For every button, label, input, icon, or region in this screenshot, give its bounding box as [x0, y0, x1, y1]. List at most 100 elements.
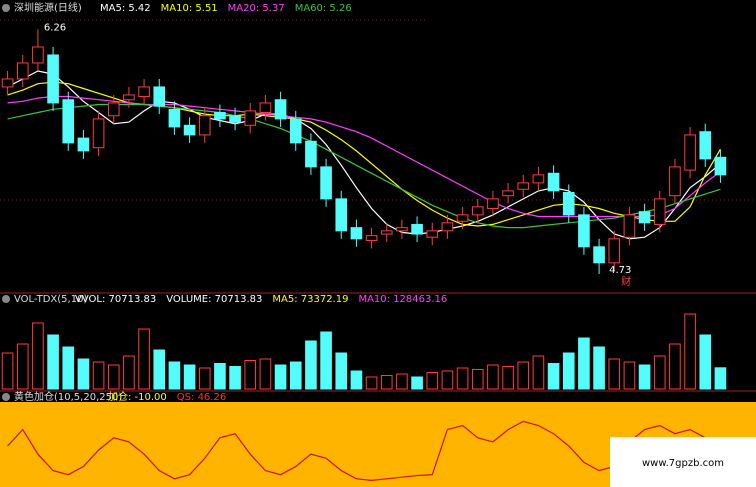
candle-body: [653, 198, 666, 225]
candle-body: [305, 140, 317, 168]
volume-bar: [426, 372, 439, 390]
candle-body: [623, 214, 636, 238]
candle-body: [562, 191, 575, 216]
watermark: www.7gpzb.com: [642, 458, 724, 469]
volume-bar: [47, 334, 59, 390]
volume-bar: [380, 375, 393, 390]
legend-entry: MA5: 5.42: [100, 3, 151, 14]
candle-body: [638, 211, 651, 224]
legend-entry: VOLUME: 70713.83: [166, 294, 262, 305]
legend-entry: MA60: 5.26: [295, 3, 352, 14]
volume-bar: [244, 360, 257, 390]
volume-bar: [289, 361, 302, 390]
candle-body: [153, 86, 166, 107]
volume-bar: [92, 361, 105, 390]
candle-body: [92, 118, 105, 149]
candle-body: [669, 166, 681, 197]
candle-body: [214, 112, 226, 120]
candle-body: [77, 137, 90, 152]
volume-bar: [168, 361, 181, 390]
volume-bar: [593, 346, 605, 390]
candle-body: [714, 156, 727, 176]
volume-bar: [305, 340, 317, 390]
candle-body: [1, 78, 14, 88]
legend-entry: MA20: 5.37: [228, 3, 285, 14]
candle-body: [350, 227, 363, 240]
candle-body: [32, 46, 44, 64]
volume-bar: [623, 361, 636, 390]
volume-bar: [16, 343, 29, 390]
volume-bar: [183, 364, 196, 390]
volume-bar: [562, 352, 575, 390]
panel-title: 黄色加仓(10,5,20,250): [14, 390, 122, 403]
volume-bar: [274, 364, 287, 390]
candle-body: [699, 131, 712, 160]
candle-body: [441, 222, 454, 232]
candle-body: [183, 124, 196, 136]
candle-body: [502, 190, 514, 197]
candle-body: [320, 166, 332, 200]
volume-bar: [320, 331, 332, 390]
candle-body: [259, 102, 272, 114]
volume-bar: [153, 349, 166, 390]
volume-bar: [411, 376, 423, 390]
watermark-box: [610, 437, 756, 487]
volume-bar: [699, 334, 712, 390]
candle-body: [62, 99, 75, 144]
candle-body: [380, 230, 393, 235]
candle-body: [229, 115, 241, 123]
candle-body: [517, 182, 530, 190]
candle-body: [289, 118, 302, 144]
candle-body: [396, 227, 408, 232]
candle-body: [487, 198, 499, 209]
panel-icon: [2, 4, 10, 12]
volume-bar: [684, 313, 696, 390]
volume-bar: [471, 369, 484, 390]
line: [7, 420, 721, 482]
candle-body: [411, 223, 423, 235]
candle-body: [365, 235, 378, 241]
candle-body: [123, 94, 135, 101]
line: [7, 70, 721, 240]
panel-title: 深圳能源(日线): [14, 1, 82, 14]
volume-bar: [123, 355, 135, 390]
candle-body: [47, 54, 59, 104]
volume-bar: [138, 328, 150, 390]
legend-entry: VVOL: 70713.83: [75, 294, 156, 305]
line: [7, 95, 721, 218]
volume-bar: [669, 343, 681, 390]
candle-body: [471, 206, 484, 216]
candle-body: [198, 115, 211, 136]
volume-bar: [608, 358, 621, 390]
panel-icon: [2, 393, 10, 401]
candle-body: [456, 214, 469, 222]
candle-body: [547, 172, 560, 192]
low-marker: 财: [621, 275, 631, 288]
candle-body: [335, 198, 348, 232]
high-label: 6.26: [44, 22, 66, 33]
candle-body: [16, 62, 29, 80]
line: [7, 103, 721, 229]
candle-body: [274, 99, 287, 120]
volume-bar: [214, 363, 226, 390]
volume-bar: [77, 358, 90, 390]
volume-bar: [198, 367, 211, 390]
volume-bar: [638, 364, 651, 390]
candle-body: [608, 238, 621, 264]
volume-bar: [396, 373, 408, 390]
legend-entry: MA10: 5.51: [161, 3, 218, 14]
candle-body: [578, 214, 590, 248]
volume-bar: [578, 337, 590, 390]
volume-bar: [653, 355, 666, 390]
legend-entry: MA10: 128463.16: [358, 294, 447, 305]
volume-bar: [547, 363, 560, 390]
legend-entry: QS: 46.26: [177, 392, 226, 403]
volume-bar: [532, 355, 545, 390]
low-label: 4.73: [609, 265, 631, 276]
volume-bar: [350, 370, 363, 390]
volume-bar: [517, 361, 530, 390]
candle-body: [593, 246, 605, 264]
volume-bar: [62, 346, 75, 390]
volume-bar: [502, 366, 514, 390]
